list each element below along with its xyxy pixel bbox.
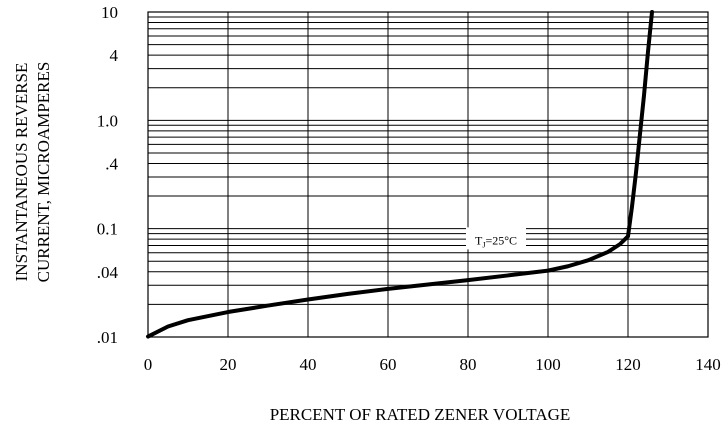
- y-tick-label-2: 0.1: [97, 220, 118, 239]
- plot-area-frame: [147, 11, 709, 338]
- x-tick-label-6: 120: [615, 355, 641, 374]
- y-tick-label-0: .01: [97, 328, 118, 347]
- series-line: [146, 10, 654, 339]
- x-tick-label-7: 140: [695, 355, 721, 374]
- temperature-annotation: TJ=25°C: [466, 227, 526, 250]
- y-tick-label-5: 4: [110, 46, 119, 65]
- y-axis-title-line-1: INSTANTANEOUS REVERSE: [12, 63, 31, 282]
- y-tick-label-3: .4: [105, 154, 118, 173]
- y-axis-title-line-2: CURRENT, MICROAMPERES: [34, 62, 53, 283]
- x-tick-label-0: 0: [144, 355, 153, 374]
- y-tick-label-1: .04: [97, 263, 119, 282]
- annotation-background: [466, 227, 526, 250]
- y-tick-label-4: 1.0: [97, 111, 118, 130]
- x-axis-ticks: 0 20 40 60 80 100 120 140: [144, 355, 721, 374]
- x-tick-label-3: 60: [380, 355, 397, 374]
- annotation-label: TJ=25°C: [475, 233, 517, 249]
- x-tick-label-4: 80: [460, 355, 477, 374]
- x-tick-label-5: 100: [535, 355, 561, 374]
- y-axis-ticks: .01 .04 0.1 .4 1.0 4 10: [97, 3, 119, 347]
- y-tick-label-6: 10: [101, 3, 118, 22]
- x-tick-label-1: 20: [220, 355, 237, 374]
- grid: [147, 12, 709, 338]
- x-tick-label-2: 40: [300, 355, 317, 374]
- x-axis-title: PERCENT OF RATED ZENER VOLTAGE: [270, 405, 571, 424]
